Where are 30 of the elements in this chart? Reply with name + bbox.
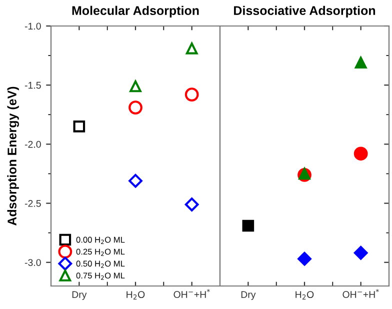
legend-label: 0.50 H$_{2}$O ML [76, 260, 125, 268]
point [298, 252, 312, 266]
point [354, 246, 368, 260]
point [184, 88, 199, 102]
legend-label: 0.00 H$_{2}$O ML [76, 236, 125, 244]
point [73, 120, 86, 132]
point [242, 220, 254, 232]
x-tick-label: H$_{2}$O [126, 291, 145, 300]
point [128, 100, 142, 114]
point [354, 56, 367, 69]
chart-title: Dissociative Adsorption [234, 6, 376, 18]
x-tick-label: OH$^{−}$+H$^{*}$ [342, 289, 379, 298]
point [354, 146, 368, 161]
point [130, 80, 142, 92]
y-tick-label: -2.5 [24, 200, 41, 207]
y-tick-label: -2.0 [24, 140, 41, 148]
x-tick-label: Dry [241, 291, 256, 300]
y-tick-label: -1.5 [24, 82, 41, 89]
y-tick-label: -1.0 [24, 22, 41, 30]
x-tick-label: H$_{2}$O [296, 291, 314, 300]
x-tick-label: OH$^{−}$+H$^{*}$ [174, 289, 210, 298]
point [128, 174, 142, 188]
y-axis-title: Adsorption Energy (eV) [7, 86, 19, 226]
point [186, 42, 198, 54]
legend-label: 0.25 H$_{2}$O ML [76, 248, 125, 256]
x-tick-label: Dry [72, 291, 87, 300]
point [184, 198, 199, 212]
y-tick-label: -3.0 [24, 259, 41, 266]
chart-title: Molecular Adsorption [72, 6, 199, 18]
legend-label: 0.75 H$_{2}$O ML [76, 272, 125, 280]
